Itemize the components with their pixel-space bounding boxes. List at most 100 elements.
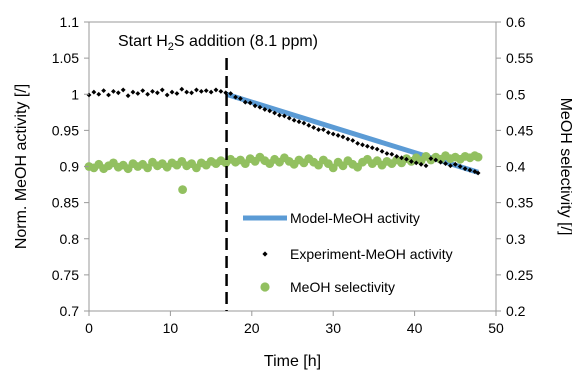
annotation-group: Start H2S addition (8.1 ppm) [118, 33, 318, 311]
experiment-point [184, 89, 190, 95]
experiment-point [233, 94, 238, 100]
experiment-point [306, 122, 312, 128]
selectivity-point [143, 163, 153, 173]
experiment-point [91, 89, 97, 95]
right-y-tick-label: 0.45 [506, 122, 533, 138]
left-y-tick-label: 0.85 [52, 195, 79, 211]
experiment-point [257, 104, 263, 110]
experiment-points-group [86, 86, 481, 176]
experiment-point [475, 170, 481, 176]
experiment-point [335, 133, 341, 138]
experiment-point [404, 156, 409, 162]
experiment-point [360, 142, 365, 148]
x-tick-label: 40 [407, 320, 423, 336]
experiment-point [115, 90, 121, 96]
experiment-point [281, 113, 287, 119]
left-y-tick-label: 0.9 [60, 159, 80, 175]
selectivity-point [178, 185, 188, 195]
experiment-point [208, 89, 214, 95]
left-y-tick-label: 0.95 [52, 122, 79, 138]
experiment-point [399, 155, 404, 161]
experiment-point [384, 151, 390, 156]
x-tick-label: 30 [325, 320, 341, 336]
right-y-tick-label: 0.35 [506, 195, 533, 211]
selectivity-points-group [84, 151, 483, 195]
experiment-point [311, 125, 317, 130]
experiment-point [301, 120, 307, 126]
left-y-tick-label: 0.7 [60, 303, 80, 319]
experiment-point [267, 108, 273, 114]
experiment-point [374, 146, 380, 152]
experiment-point [389, 151, 395, 157]
annotation-subscript: 2 [168, 41, 174, 53]
h2s-start-annotation: Start H2S addition (8.1 ppm) [118, 33, 318, 53]
experiment-point [120, 87, 126, 93]
experiment-point [408, 159, 414, 164]
right-y-tick-label: 0.6 [506, 14, 526, 30]
experiment-point [438, 159, 444, 165]
experiment-point [203, 88, 209, 94]
x-tick-label: 20 [244, 320, 260, 336]
right-y-tick-label: 0.5 [506, 86, 526, 102]
experiment-point [413, 160, 419, 166]
experiment-point [394, 153, 400, 159]
experiment-point [364, 143, 370, 149]
legend-selectivity-swatch [260, 282, 270, 292]
experiment-point [145, 91, 151, 97]
experiment-point [262, 107, 268, 112]
selectivity-point [328, 163, 338, 173]
experiment-point [330, 131, 336, 137]
experiment-point [467, 167, 473, 173]
experiment-point [228, 91, 234, 96]
experiment-point [159, 87, 165, 93]
experiment-point [443, 161, 448, 167]
experiment-point [252, 103, 258, 109]
experiment-point [325, 130, 331, 135]
experiment-point [218, 88, 224, 94]
x-tick-label: 0 [85, 320, 93, 336]
right-y-tick-label: 0.3 [506, 231, 526, 247]
right-y-tick-label: 0.55 [506, 50, 533, 66]
experiment-point [223, 90, 229, 96]
experiment-point [433, 157, 439, 163]
x-tick-label: 50 [488, 320, 504, 336]
tick-labels: 0 10 20 30 40 50 0.7 0.75 0.8 0.85 0.9 0.95 1 1.05 1.1… [52, 14, 534, 336]
legend-experiment-label: Experiment-MeOH activity [290, 246, 453, 262]
experiment-point [194, 87, 199, 93]
left-y-tick-label: 1.1 [60, 14, 80, 30]
experiment-point [277, 112, 282, 118]
experiment-point [189, 90, 194, 96]
experiment-point [321, 127, 326, 133]
experiment-point [154, 90, 160, 96]
experiment-point [150, 88, 155, 94]
left-y-tick-label: 0.8 [60, 231, 80, 247]
left-y-axis-title: Norm. MeOH activity [/] [13, 84, 30, 249]
experiment-point [369, 145, 375, 151]
experiment-point [355, 140, 361, 146]
experiment-point [462, 166, 468, 172]
experiment-point [296, 119, 302, 125]
experiment-point [135, 91, 141, 96]
experiment-point [125, 93, 131, 99]
experiment-point [179, 86, 185, 92]
experiment-point [198, 88, 204, 94]
left-y-tick-label: 0.75 [52, 267, 79, 283]
experiment-point [169, 89, 175, 95]
experiment-point [101, 88, 107, 94]
experiment-point [238, 96, 243, 101]
experiment-point [340, 134, 346, 140]
experiment-point [316, 127, 321, 133]
experiment-point [213, 87, 219, 93]
experiment-point [247, 100, 253, 106]
left-y-tick-label: 1.05 [52, 50, 79, 66]
experiment-point [457, 164, 463, 169]
experiment-point [350, 138, 356, 143]
legend-model-label: Model-MeOH activity [290, 210, 420, 226]
experiment-point [164, 92, 170, 98]
right-y-tick-label: 0.2 [506, 303, 526, 319]
experiment-point [448, 163, 453, 169]
experiment-point [111, 88, 116, 94]
legend-experiment-swatch [262, 251, 268, 257]
experiment-point [345, 136, 351, 142]
experiment-point [286, 115, 292, 121]
